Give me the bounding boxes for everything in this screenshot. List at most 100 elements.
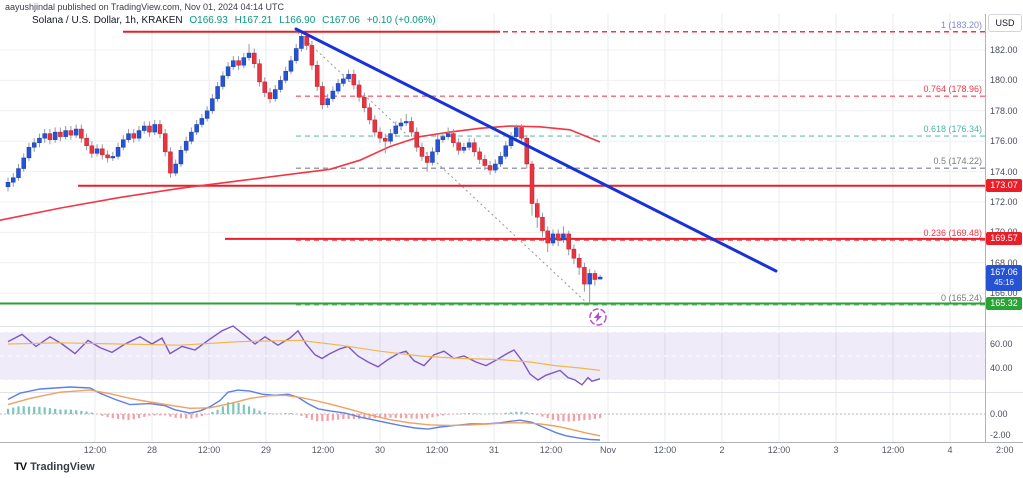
rsi-tick-label: 40.00 (990, 363, 1013, 373)
candle (314, 64, 320, 87)
macd-histogram-bar (300, 414, 303, 416)
macd-histogram-bar (441, 414, 445, 416)
rsi-ma-line (7, 339, 601, 371)
currency-toggle-button[interactable]: USD (988, 14, 1022, 32)
macd-histogram-bar (185, 414, 188, 419)
candle (545, 230, 550, 244)
macd-histogram-bar (352, 414, 355, 419)
candle (26, 147, 32, 159)
candle (482, 159, 488, 166)
candle (503, 145, 509, 157)
candle (37, 137, 42, 143)
change-value: +0.10 (+0.06%) (366, 15, 436, 26)
macd-histogram-bar (132, 414, 135, 420)
tradingview-logo[interactable]: TV TradingView (14, 461, 95, 473)
candle (519, 127, 524, 139)
macd-histogram-bar (420, 414, 424, 419)
candle (440, 136, 446, 140)
candle (204, 110, 210, 119)
macd-histogram-bar (457, 413, 460, 415)
candle (445, 133, 451, 137)
candle (540, 216, 545, 232)
symbol-legend[interactable]: Solana / U.S. Dollar, 1h, KRAKEN O166.93… (32, 15, 440, 26)
macd-histogram-bar (80, 410, 83, 414)
macd-histogram-bar (17, 406, 20, 414)
macd-histogram-bar (342, 414, 345, 420)
macd-histogram-bar (90, 412, 93, 414)
price-tick-label: 174.00 (990, 166, 1018, 177)
candle (220, 75, 226, 87)
candle (424, 156, 430, 163)
macd-histogram-bar (447, 414, 450, 415)
rsi-band (0, 332, 985, 380)
macd-histogram-bar (405, 414, 408, 419)
candle (89, 145, 95, 154)
candle (199, 118, 205, 125)
candle (42, 133, 47, 139)
macd-histogram-bar (431, 414, 434, 418)
candle (576, 257, 582, 268)
candle (115, 147, 121, 157)
macd-histogram-bar (242, 404, 245, 414)
candle (498, 156, 503, 165)
candle (456, 142, 461, 151)
macd-histogram-bar (399, 414, 403, 419)
candle (561, 233, 566, 241)
candle (105, 154, 110, 159)
macd-histogram-bar (6, 408, 10, 414)
candle (341, 78, 346, 84)
macd-histogram-bar (206, 414, 209, 415)
macd-histogram-bar (384, 414, 387, 418)
candle (524, 137, 530, 165)
candle (110, 156, 116, 159)
ohlc-close: C167.06 (322, 15, 360, 26)
candle (346, 74, 351, 80)
time-axis-label: 12:00 (881, 445, 905, 455)
macd-tick-label: -2.00 (990, 429, 1011, 440)
macd-histogram-bar (38, 406, 41, 414)
candle (94, 148, 100, 154)
macd-histogram-bar (546, 414, 549, 419)
macd-histogram-bar (116, 414, 120, 419)
candle (84, 137, 89, 147)
candle (529, 163, 535, 204)
fib-level-label: 0.764 (178.96) (923, 84, 982, 95)
last-price-label: 167.06 45:16 (986, 265, 1022, 292)
macd-histogram-bar (551, 414, 555, 420)
candle (162, 133, 168, 153)
macd-histogram-bar (268, 413, 272, 414)
macd-histogram-bar (69, 409, 72, 414)
macd-histogram-bar (143, 414, 146, 417)
macd-histogram-bar (578, 414, 581, 421)
ohlc-high: H167.21 (234, 15, 273, 26)
lightning-marker[interactable] (589, 308, 607, 326)
candle (320, 86, 325, 105)
candle (451, 133, 456, 143)
macd-histogram-bar (226, 402, 230, 414)
price-tick-label: 180.00 (990, 75, 1018, 86)
candle (487, 165, 493, 171)
macd-histogram-bar (195, 414, 198, 418)
macd-histogram-bar (127, 414, 130, 421)
fib-level-label: 0.5 (174.22) (933, 156, 982, 167)
macd-histogram-bar (473, 413, 476, 414)
candle (430, 151, 435, 163)
candle (325, 98, 330, 105)
ohlc-open: O166.93 (189, 15, 228, 26)
candle (393, 125, 399, 134)
macd-histogram-bar (221, 406, 224, 414)
macd-histogram-bar (43, 407, 46, 414)
fib-level-label: 0.236 (169.48) (923, 228, 982, 239)
macd-histogram-bar (289, 413, 293, 414)
candle (414, 131, 419, 148)
ohlc-low: L166.90 (279, 15, 316, 26)
candle (372, 119, 378, 133)
macd-histogram-bar (536, 414, 539, 415)
candle (267, 92, 273, 99)
candle (131, 133, 137, 139)
macd-histogram-bar (122, 414, 125, 420)
candle (210, 98, 215, 112)
candle (231, 60, 236, 67)
macd-histogram-bar (520, 411, 523, 414)
